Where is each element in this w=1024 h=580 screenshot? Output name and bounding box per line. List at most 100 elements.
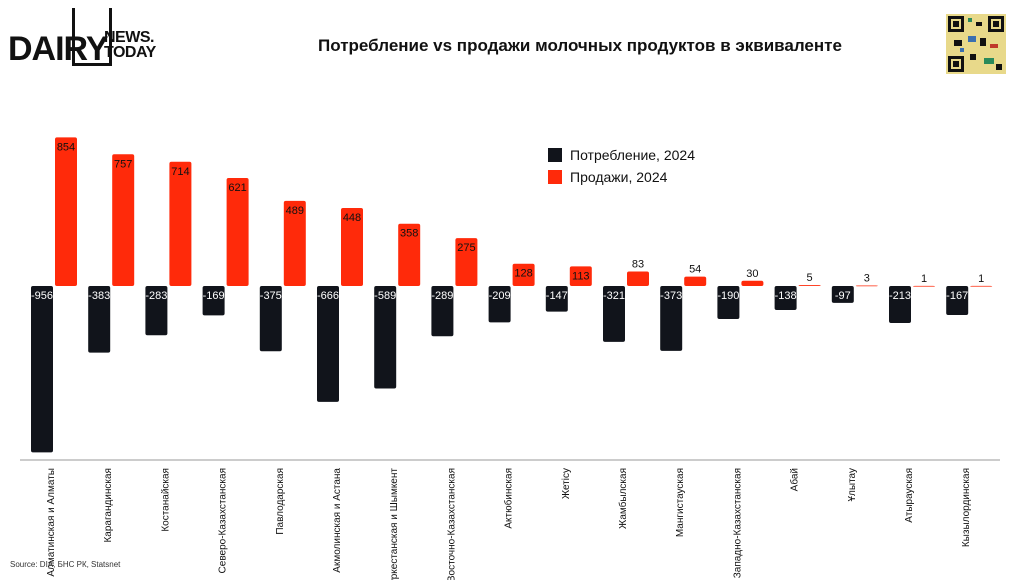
logo-sub-text: NEWS. TODAY <box>104 29 156 61</box>
data-label-sales: 5 <box>807 272 813 284</box>
bar-consumption <box>603 286 625 342</box>
x-tick-label: Северо-Казахстанская <box>218 468 229 573</box>
bar-sales <box>341 208 363 286</box>
data-label-consumption: -190 <box>717 290 739 302</box>
bar-consumption <box>946 286 969 316</box>
x-tick-label: Мангистауская <box>675 468 686 537</box>
data-label-sales: 83 <box>632 259 644 271</box>
data-label-consumption: -321 <box>603 290 625 302</box>
data-label-consumption: -589 <box>374 290 396 302</box>
logo-sub-line2: TODAY <box>104 44 156 61</box>
bar-consumption <box>831 286 854 303</box>
data-label-consumption: -138 <box>775 290 797 302</box>
chart-title: Потребление vs продажи молочных продукто… <box>318 36 842 55</box>
data-label-sales: 448 <box>343 212 361 224</box>
logo-sub-line1: NEWS. <box>104 29 154 46</box>
bar-sales <box>398 223 421 286</box>
bar-consumption <box>774 286 797 311</box>
x-tick-label: Актюбинская <box>503 468 515 529</box>
data-label-consumption: -169 <box>203 290 225 302</box>
legend-label-consumption: Потребление, 2024 <box>570 147 695 163</box>
data-label-sales: 128 <box>514 268 532 280</box>
legend-item-sales: Продажи, 2024 <box>548 166 695 188</box>
logo-flag-icon <box>72 8 112 66</box>
data-label-consumption: -375 <box>260 290 282 302</box>
x-tick-label: Туркестанская и Шымкент <box>389 468 400 580</box>
x-tick-label: Кызылординская <box>961 468 972 547</box>
x-tick-label: Жетісу <box>561 468 572 499</box>
bar-consumption <box>88 286 111 353</box>
data-label-sales: 54 <box>689 264 701 276</box>
bar-sales <box>283 200 306 286</box>
data-label-consumption: -97 <box>835 290 851 302</box>
qr-code-icon <box>946 14 1006 74</box>
x-tick-label: Алматинская и Алматы <box>46 468 57 577</box>
bar-consumption <box>374 286 397 389</box>
brand-logo: DAIRY NEWS. TODAY <box>8 8 178 68</box>
bar-consumption <box>202 286 225 316</box>
x-tick-label: Западно-Казахстанская <box>732 468 743 578</box>
bar-consumption <box>660 286 683 351</box>
data-label-sales: 3 <box>864 272 870 284</box>
data-label-sales: 113 <box>572 270 590 282</box>
bar-consumption <box>431 286 454 337</box>
data-label-consumption: -147 <box>546 290 568 302</box>
data-label-sales: 30 <box>746 268 758 280</box>
bar-sales <box>512 263 535 286</box>
legend-item-consumption: Потребление, 2024 <box>548 144 695 166</box>
logo-main-text: DAIRY <box>8 30 109 68</box>
data-label-sales: 714 <box>171 166 189 178</box>
data-label-consumption: -373 <box>660 290 682 302</box>
x-tick-label: Карагандинская <box>103 468 114 543</box>
data-label-consumption: -283 <box>145 290 167 302</box>
legend-swatch-consumption <box>548 148 562 162</box>
bar-sales <box>455 238 478 286</box>
data-label-consumption: -289 <box>431 290 453 302</box>
bar-consumption <box>717 286 740 320</box>
legend-swatch-sales <box>548 170 562 184</box>
bar-consumption <box>259 286 282 352</box>
bar-consumption <box>488 286 511 323</box>
data-label-sales: 757 <box>114 158 132 170</box>
bar-sales <box>55 137 77 286</box>
data-label-sales: 489 <box>286 205 304 217</box>
bar-sales <box>684 276 707 286</box>
bar-sales <box>226 177 249 286</box>
bar-consumption <box>31 286 53 453</box>
data-label-consumption: -666 <box>317 290 339 302</box>
data-label-consumption: -209 <box>489 290 511 302</box>
x-tick-label: Жамбылская <box>617 468 629 529</box>
data-label-sales: 621 <box>228 182 246 194</box>
x-tick-label: Костанайская <box>160 468 171 532</box>
legend-label-sales: Продажи, 2024 <box>570 169 668 185</box>
data-label-sales: 1 <box>978 273 984 285</box>
bar-sales <box>970 285 993 287</box>
bar-sales <box>112 154 135 286</box>
bar-consumption <box>317 286 339 402</box>
bar-consumption <box>889 286 911 324</box>
data-label-consumption: -213 <box>889 290 911 302</box>
bar-sales <box>855 285 878 287</box>
data-label-consumption: -383 <box>88 290 110 302</box>
bar-consumption <box>145 286 168 336</box>
bar-sales <box>741 280 764 286</box>
bar-sales <box>627 271 649 286</box>
bar-sales <box>798 285 821 286</box>
data-label-consumption: -167 <box>946 290 968 302</box>
data-label-sales: 358 <box>400 228 418 240</box>
bar-sales <box>913 285 935 287</box>
x-tick-label: Атырауская <box>904 468 915 523</box>
x-tick-label: Акмолинская и Астана <box>332 468 343 573</box>
bar-sales <box>569 266 592 286</box>
data-label-sales: 854 <box>57 141 75 153</box>
bar-sales <box>169 161 192 286</box>
data-label-consumption: -956 <box>31 290 53 302</box>
x-tick-label: Восточно-Казахстанская <box>446 468 457 580</box>
x-tick-label: Павлодарская <box>275 468 286 535</box>
bar-consumption <box>545 286 568 312</box>
source-note: Source: DIA, БНС РК, Statsnet <box>10 560 121 569</box>
data-label-sales: 275 <box>457 242 475 254</box>
x-tick-label: Ұлытау <box>847 468 858 502</box>
chart-legend: Потребление, 2024 Продажи, 2024 <box>548 144 695 188</box>
